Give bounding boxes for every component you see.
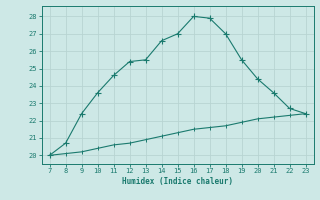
X-axis label: Humidex (Indice chaleur): Humidex (Indice chaleur) — [122, 177, 233, 186]
